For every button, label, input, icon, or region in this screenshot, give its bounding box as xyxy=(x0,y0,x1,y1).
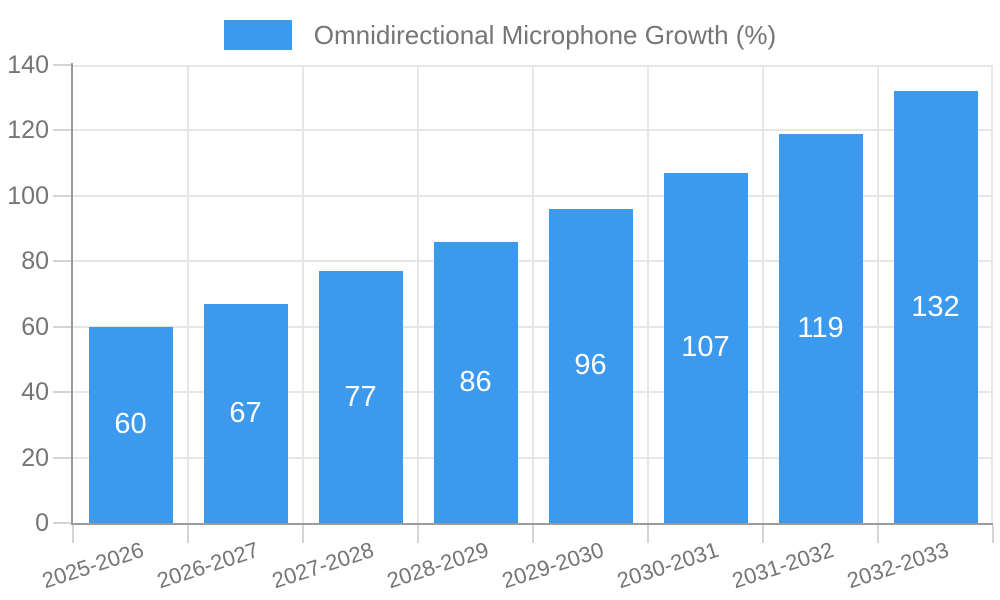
v-gridline xyxy=(417,65,419,523)
y-tick-mark xyxy=(53,260,71,263)
legend-swatch-icon xyxy=(223,20,292,50)
y-tick-mark xyxy=(53,325,71,328)
x-tick-mark xyxy=(877,525,879,543)
y-tick-label: 40 xyxy=(21,378,49,407)
plot-area: 60 67 77 86 96 107 119 132 xyxy=(73,65,993,523)
y-tick-mark xyxy=(53,391,71,394)
bar-value-label: 77 xyxy=(344,380,377,413)
y-tick-label: 80 xyxy=(21,247,49,276)
x-tick-label: 2029-2030 xyxy=(498,537,607,594)
x-axis-line xyxy=(71,523,993,525)
x-tick-label: 2032-2033 xyxy=(843,537,952,594)
bar[interactable]: 96 xyxy=(548,208,633,523)
y-tick-label: 60 xyxy=(21,312,49,341)
bar-value-label: 107 xyxy=(681,331,730,364)
x-tick-mark xyxy=(762,525,764,543)
legend-label: Omnidirectional Microphone Growth (%) xyxy=(313,20,777,50)
legend[interactable]: Omnidirectional Microphone Growth (%) xyxy=(0,20,1000,50)
y-tick-label: 120 xyxy=(7,116,49,145)
y-tick-label: 100 xyxy=(7,181,49,210)
bar[interactable]: 107 xyxy=(663,172,748,523)
bar[interactable]: 60 xyxy=(88,326,173,523)
bar-value-label: 60 xyxy=(114,408,147,441)
y-tick-mark xyxy=(53,522,71,524)
x-tick-label: 2025-2026 xyxy=(38,537,147,594)
y-axis-line xyxy=(71,63,73,525)
x-tick-label: 2028-2029 xyxy=(383,537,492,594)
x-tick-mark xyxy=(532,525,534,543)
x-tick-label: 2031-2032 xyxy=(728,537,837,594)
v-gridline xyxy=(762,65,764,523)
bar[interactable]: 132 xyxy=(893,91,978,523)
y-tick-mark xyxy=(53,456,71,459)
x-tick-label: 2030-2031 xyxy=(613,537,722,594)
bar-value-label: 86 xyxy=(459,365,492,398)
x-tick-label: 2027-2028 xyxy=(268,537,377,594)
bar[interactable]: 86 xyxy=(433,241,518,523)
bar[interactable]: 67 xyxy=(203,303,288,523)
bar[interactable]: 77 xyxy=(318,271,403,523)
bar-value-label: 119 xyxy=(797,311,844,344)
v-gridline xyxy=(647,65,649,523)
x-tick-mark xyxy=(417,525,419,543)
bar-value-label: 67 xyxy=(229,396,262,429)
x-tick-mark xyxy=(187,525,189,543)
x-tick-mark xyxy=(72,525,74,543)
v-gridline xyxy=(991,65,993,523)
v-gridline xyxy=(532,65,534,523)
y-tick-label: 0 xyxy=(35,509,49,537)
y-tick-label: 140 xyxy=(7,51,49,79)
y-tick-mark xyxy=(53,194,71,197)
x-tick-mark xyxy=(302,525,304,543)
v-gridline xyxy=(187,65,189,523)
y-tick-mark xyxy=(53,64,71,66)
y-tick-mark xyxy=(53,129,71,132)
bar-value-label: 96 xyxy=(574,349,607,382)
y-tick-label: 20 xyxy=(21,443,49,472)
v-gridline xyxy=(302,65,304,523)
x-tick-mark xyxy=(647,525,649,543)
bar-value-label: 132 xyxy=(911,290,960,323)
x-tick-mark xyxy=(992,525,994,543)
x-tick-label: 2026-2027 xyxy=(153,537,262,594)
v-gridline xyxy=(877,65,879,523)
bar[interactable]: 119 xyxy=(778,133,863,523)
